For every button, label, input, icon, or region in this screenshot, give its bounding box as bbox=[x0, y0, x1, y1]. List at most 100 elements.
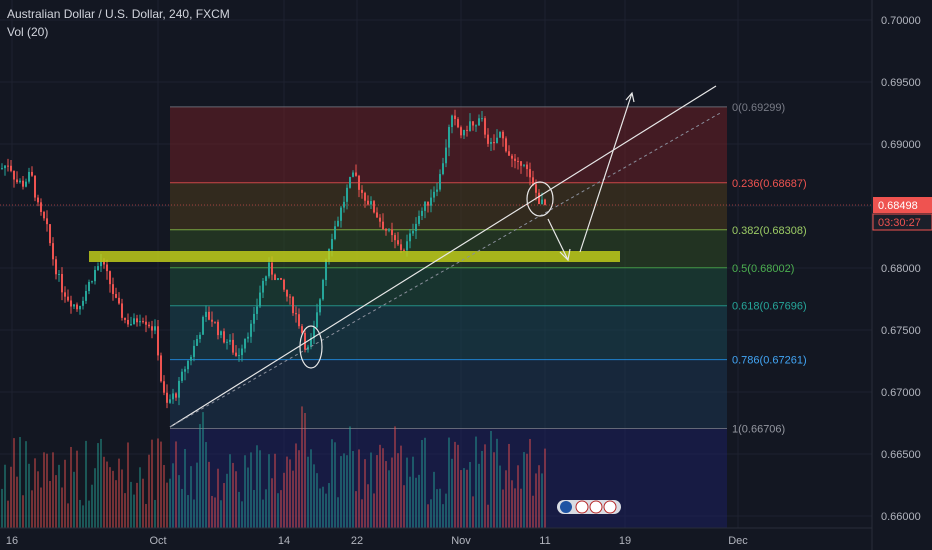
volume-bar bbox=[217, 468, 219, 528]
candle-body bbox=[427, 201, 429, 206]
volume-bar bbox=[508, 443, 510, 528]
candle-body bbox=[40, 202, 42, 212]
highlight-ellipse-october[interactable] bbox=[299, 325, 323, 369]
volume-bar bbox=[163, 465, 165, 528]
price-axis[interactable]: 0.700000.695000.690000.685000.680000.675… bbox=[881, 15, 921, 523]
volume-bar bbox=[316, 473, 318, 528]
time-axis[interactable]: 16 Oct 14 22 Nov 11 19 Dec bbox=[6, 535, 748, 547]
candle-body bbox=[301, 326, 303, 333]
fib-band bbox=[170, 182, 727, 230]
volume-bar bbox=[118, 458, 120, 528]
volume-bar bbox=[286, 456, 288, 528]
volume-bar bbox=[511, 480, 513, 528]
candle-body bbox=[412, 231, 414, 234]
candle-body bbox=[34, 175, 36, 198]
price-tick-label: 0.69000 bbox=[881, 139, 921, 151]
volume-bar bbox=[298, 450, 300, 528]
candle-body bbox=[145, 321, 147, 325]
trend-line[interactable] bbox=[169, 85, 717, 428]
trend-extension-line bbox=[169, 111, 723, 428]
volume-bar bbox=[373, 493, 375, 528]
volume-bar bbox=[301, 406, 303, 528]
volume-bar bbox=[376, 455, 378, 528]
candle-body bbox=[337, 220, 339, 227]
volume-bar bbox=[463, 468, 465, 528]
event-markers[interactable] bbox=[557, 500, 621, 514]
volume-bar bbox=[481, 450, 483, 528]
candle-body bbox=[535, 184, 537, 193]
candle-body bbox=[184, 369, 186, 372]
candle-body bbox=[472, 121, 474, 126]
candle-body bbox=[166, 392, 168, 403]
volume-bar bbox=[25, 441, 27, 528]
candle-body bbox=[373, 201, 375, 213]
candle-body bbox=[292, 297, 294, 314]
volume-bar bbox=[505, 470, 507, 528]
volume-bar bbox=[274, 453, 276, 528]
volume-bar bbox=[229, 454, 231, 528]
volume-bar bbox=[529, 438, 531, 528]
candle-body bbox=[397, 240, 399, 245]
fib-band bbox=[170, 305, 727, 360]
volume-bar bbox=[40, 487, 42, 528]
projection-arrows[interactable] bbox=[547, 91, 635, 262]
volume-bar bbox=[355, 491, 357, 528]
volume-bar bbox=[250, 452, 252, 528]
volume-bar bbox=[49, 480, 51, 528]
candle-body bbox=[463, 129, 465, 136]
candle-body bbox=[22, 180, 24, 187]
volume-bar bbox=[238, 491, 240, 528]
volume-bar bbox=[541, 473, 543, 528]
candle-body bbox=[91, 281, 93, 283]
volume-bar bbox=[175, 441, 177, 528]
candle-body bbox=[508, 151, 510, 156]
candle-body bbox=[286, 289, 288, 297]
volume-bar bbox=[58, 464, 60, 528]
fibonacci-retracement-bands[interactable]: 0(0.69299) 0.236(0.68687) 0.382(0.68308) 0.… bbox=[170, 102, 807, 528]
candle-body bbox=[160, 355, 162, 382]
candle-body bbox=[271, 262, 273, 275]
candle-body bbox=[475, 125, 477, 127]
candle-body bbox=[49, 224, 51, 244]
price-tick-label: 0.67500 bbox=[881, 325, 921, 337]
volume-bar bbox=[265, 489, 267, 528]
candle-body bbox=[262, 280, 264, 293]
candle-body bbox=[163, 381, 165, 393]
volume-bar bbox=[523, 452, 525, 528]
volume-bar bbox=[79, 499, 81, 528]
support-zone[interactable] bbox=[89, 251, 620, 262]
candle-body bbox=[454, 115, 456, 120]
volume-bar bbox=[412, 456, 414, 528]
volume-bar bbox=[103, 456, 105, 528]
candle-body bbox=[136, 318, 138, 323]
candle-body bbox=[250, 323, 252, 337]
volume-bar bbox=[514, 488, 516, 528]
candle-body bbox=[235, 352, 237, 356]
candle-body bbox=[502, 131, 504, 139]
candle-body bbox=[487, 134, 489, 144]
volume-bar bbox=[205, 442, 207, 528]
highlight-ellipse-november[interactable] bbox=[526, 181, 554, 217]
volume-bar bbox=[457, 444, 459, 528]
candle-body bbox=[304, 332, 306, 350]
price-tick-label: 0.69500 bbox=[881, 77, 921, 89]
price-tick-label: 0.66000 bbox=[881, 511, 921, 523]
candle-body bbox=[433, 191, 435, 198]
candle-body bbox=[172, 393, 174, 400]
volume-bar bbox=[214, 497, 216, 528]
fib-level-label: 1(0.66706) bbox=[732, 423, 785, 435]
candle-body bbox=[265, 276, 267, 281]
volume-bar bbox=[199, 424, 201, 528]
volume-bar bbox=[211, 495, 213, 528]
volume-bar bbox=[142, 478, 144, 528]
volume-bar bbox=[196, 462, 198, 528]
volume-bar bbox=[187, 495, 189, 528]
volume-bar bbox=[325, 493, 327, 528]
candle-body bbox=[208, 311, 210, 320]
candle-body bbox=[169, 399, 171, 403]
candle-body bbox=[178, 380, 180, 398]
candle-body bbox=[319, 299, 321, 313]
volume-bar bbox=[496, 438, 498, 528]
volume-bar bbox=[100, 438, 102, 528]
